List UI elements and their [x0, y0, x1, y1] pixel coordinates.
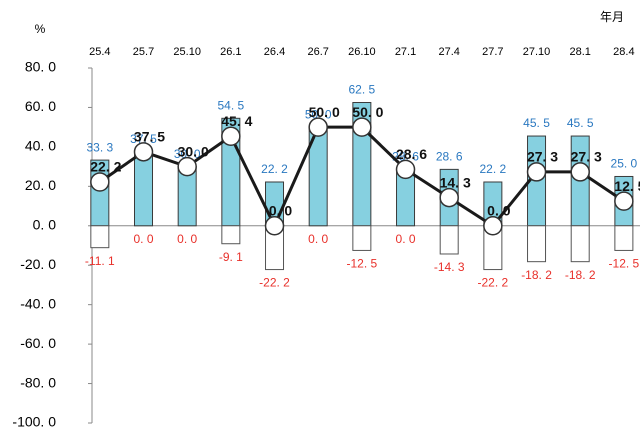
y-tick-label: 40. 0 — [25, 138, 56, 154]
bar — [570, 225, 590, 263]
line-point — [177, 156, 197, 177]
line-value-label: 22. 2 — [90, 159, 121, 175]
line-value-label: 0. 0 — [487, 202, 511, 218]
bar-value-label: -11. 1 — [85, 254, 115, 268]
x-tick-label: 25.7 — [133, 46, 154, 58]
bar-value-label: 54. 5 — [217, 98, 244, 112]
x-unit: 年月 — [600, 10, 624, 24]
y-tick-label: -100. 0 — [12, 414, 56, 430]
bar-value-label: 30. 0 — [174, 147, 201, 161]
line-value-label: 27. 3 — [571, 149, 602, 165]
bar — [221, 225, 241, 245]
y-tick-label: 80. 0 — [25, 59, 56, 75]
bar-value-label: -14. 3 — [434, 260, 465, 274]
x-tick-label: 27.10 — [523, 46, 551, 58]
line-point — [308, 117, 328, 137]
x-tick-label: 27.1 — [395, 46, 416, 58]
bar-value-label: -22. 2 — [478, 276, 509, 290]
line-point — [526, 162, 547, 182]
bar-value-label: 37. 5 — [130, 132, 157, 146]
x-tick-label: 26.7 — [307, 46, 328, 58]
line-point — [483, 216, 503, 236]
bar-value-label: -22. 2 — [259, 276, 290, 290]
line-point — [439, 187, 459, 208]
x-tick-label: 25.10 — [173, 46, 201, 58]
line-point — [133, 142, 154, 162]
line-point — [221, 126, 241, 146]
bar — [614, 225, 634, 251]
line-value-label: 45. 4 — [221, 113, 252, 129]
x-tick-label: 28.4 — [613, 46, 634, 58]
bar-value-label: -9. 1 — [219, 250, 243, 264]
x-tick-label: 27.7 — [482, 46, 503, 58]
bar-value-label: 62. 5 — [349, 83, 376, 97]
line-point — [614, 191, 634, 211]
line-point — [90, 172, 110, 192]
y-tick-label: -40. 0 — [20, 295, 56, 311]
bar — [90, 225, 110, 249]
bar-value-label: -18. 2 — [565, 268, 596, 282]
y-tick-label: -20. 0 — [20, 256, 56, 272]
x-tick-label: 26.10 — [348, 46, 376, 58]
x-tick-label: 27.4 — [438, 46, 459, 58]
x-tick-label: 28.1 — [569, 46, 590, 58]
bar-value-label: 25. 0 — [611, 157, 638, 171]
line-value-label: 50. 0 — [352, 104, 383, 120]
bar-value-label: 28. 6 — [436, 150, 463, 164]
bar-value-label: 0. 0 — [177, 232, 197, 246]
bar — [439, 225, 459, 255]
line-value-label: 14. 3 — [440, 174, 471, 190]
bar — [134, 151, 154, 227]
x-tick-label: 26.1 — [220, 46, 241, 58]
y-unit: % — [35, 22, 46, 36]
bar-value-label: 45. 5 — [523, 116, 550, 130]
line-value-label: 28. 6 — [396, 146, 427, 162]
bar-value-label: 0. 0 — [308, 232, 328, 246]
bar — [527, 225, 547, 263]
x-tick-label: 25.4 — [89, 46, 110, 58]
bar-value-label: 22. 2 — [480, 162, 507, 176]
bar-value-label: 28. 6 — [392, 150, 419, 164]
line-point — [264, 216, 285, 236]
line-value-label: 27. 3 — [527, 149, 558, 165]
bar-value-label: 33. 3 — [86, 140, 113, 154]
line-value-label: 50. 0 — [309, 104, 340, 120]
y-tick-label: 20. 0 — [25, 177, 56, 193]
y-tick-label: 60. 0 — [25, 98, 56, 114]
bar-value-label: 0. 0 — [133, 232, 153, 246]
line-value-label: 37. 5 — [134, 129, 165, 145]
line-value-label: 0. 0 — [269, 202, 293, 218]
bar-value-label: -12. 5 — [609, 257, 640, 271]
y-tick-label: -80. 0 — [20, 374, 56, 390]
bar-value-label: -12. 5 — [347, 257, 378, 271]
bar — [352, 225, 372, 251]
bar-value-label: 50. 0 — [305, 107, 332, 121]
line-point — [570, 162, 590, 182]
line-point — [395, 159, 416, 180]
line-point — [352, 117, 372, 137]
bar-value-label: 0. 0 — [396, 232, 416, 246]
x-tick-label: 26.4 — [264, 46, 285, 58]
bar-value-label: 45. 5 — [567, 116, 594, 130]
line-value-label: 30. 0 — [178, 143, 209, 159]
bar-value-label: 22. 2 — [261, 162, 288, 176]
y-tick-label: -60. 0 — [20, 335, 56, 351]
bar-value-label: -18. 2 — [521, 268, 552, 282]
y-tick-label: 0. 0 — [33, 216, 57, 232]
line-value-label: 12. 5 — [614, 178, 640, 194]
